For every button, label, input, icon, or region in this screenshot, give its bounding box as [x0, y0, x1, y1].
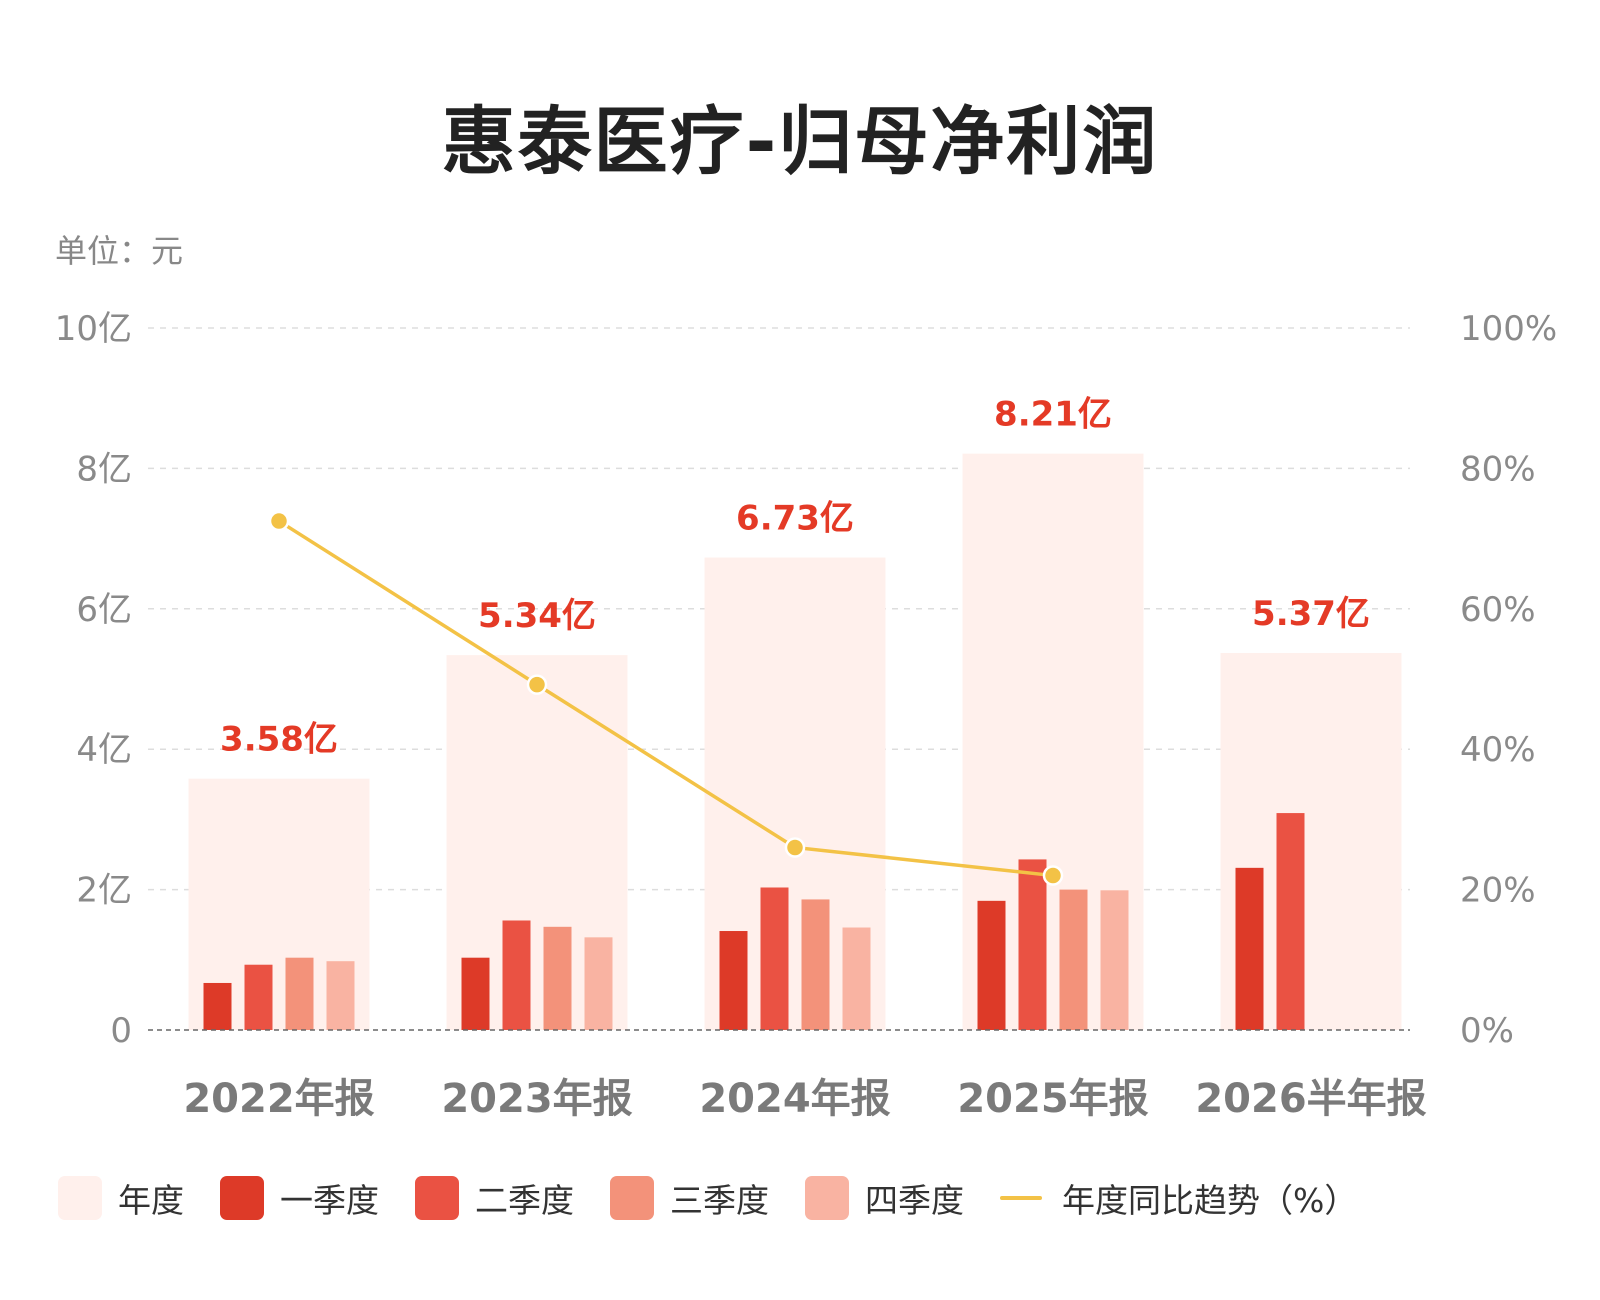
- y-left-tick-label: 4亿: [76, 730, 132, 770]
- x-category-label: 2025年报: [957, 1076, 1148, 1122]
- legend-label: 一季度: [280, 1181, 379, 1220]
- legend-item-q1: 一季度: [220, 1174, 379, 1222]
- quarter-bar-q1: [977, 900, 1006, 1030]
- legend: 年度 一季度 二季度 三季度 四季度 年度同比趋势（%）: [58, 1175, 1393, 1221]
- quarter-bar-q3: [285, 957, 314, 1030]
- legend-item-q2: 二季度: [415, 1174, 574, 1222]
- y-right-tick-label: 20%: [1460, 871, 1536, 911]
- unit-label: 单位：元: [55, 232, 184, 270]
- y-left-tick-label: 0: [110, 1011, 132, 1051]
- legend-swatch: [1000, 1196, 1042, 1200]
- trend-point: [268, 510, 290, 532]
- legend-swatch: [58, 1176, 102, 1220]
- quarter-bar-q4: [584, 937, 613, 1030]
- annual-value-label: 8.21亿: [994, 395, 1112, 435]
- x-category-label: 2023年报: [441, 1076, 632, 1122]
- quarter-bar-q2: [244, 964, 273, 1030]
- legend-label: 四季度: [865, 1181, 964, 1220]
- quarter-bar-q3: [1059, 889, 1088, 1030]
- y-right-tick-label: 100%: [1460, 309, 1557, 349]
- legend-swatch: [610, 1176, 654, 1220]
- legend-label: 年度同比趋势（%）: [1062, 1181, 1358, 1220]
- x-category-label: 2024年报: [699, 1076, 890, 1122]
- quarter-bar-q2: [1018, 859, 1047, 1030]
- annual-value-label: 5.37亿: [1252, 594, 1370, 634]
- quarter-bar-q4: [1100, 890, 1129, 1030]
- legend-label: 三季度: [670, 1181, 769, 1220]
- chart-title: 惠泰医疗-归母净利润: [441, 99, 1159, 185]
- legend-label: 二季度: [475, 1181, 574, 1220]
- y-right-tick-label: 80%: [1460, 449, 1536, 489]
- legend-item-trend: 年度同比趋势（%）: [1000, 1174, 1357, 1222]
- chart-area: 0 2亿 4亿 6亿 8亿 10亿 0% 20% 40% 60% 80% 100% 3.58亿 5.34亿…: [55, 309, 1557, 1122]
- trend-point: [1042, 865, 1064, 886]
- annual-value-label: 6.73亿: [736, 499, 854, 539]
- y-left-tick-label: 2亿: [76, 871, 132, 911]
- quarter-bar-q3: [801, 899, 830, 1030]
- x-category-label: 2022年报: [183, 1076, 374, 1122]
- quarter-bar-q4: [326, 961, 355, 1030]
- y-left-tick-label: 10亿: [55, 309, 132, 349]
- y-right-tick-label: 60%: [1460, 590, 1536, 630]
- legend-swatch: [805, 1176, 849, 1220]
- legend-label: 年度: [118, 1181, 184, 1220]
- legend-item-q4: 四季度: [805, 1174, 964, 1222]
- y-left-tick-label: 8亿: [76, 449, 132, 489]
- quarter-bar-q3: [543, 926, 572, 1030]
- quarter-bar-q4: [842, 927, 871, 1030]
- x-category-label: 2026半年报: [1195, 1076, 1426, 1122]
- trend-point: [784, 837, 806, 858]
- legend-swatch: [415, 1176, 459, 1220]
- y-right-tick-label: 40%: [1460, 730, 1536, 770]
- legend-item-annual: 年度: [58, 1174, 184, 1222]
- trend-point: [526, 674, 548, 695]
- y-left-tick-label: 6亿: [76, 590, 132, 630]
- quarter-bar-q1: [461, 957, 490, 1030]
- annual-value-label: 5.34亿: [478, 596, 596, 636]
- legend-swatch: [220, 1176, 264, 1220]
- annual-value-label: 3.58亿: [220, 720, 338, 760]
- y-right-tick-label: 0%: [1460, 1011, 1514, 1051]
- quarter-bar-q1: [203, 982, 232, 1030]
- trend-line: [278, 519, 1054, 878]
- quarter-bar-q1: [719, 931, 748, 1030]
- quarter-bar-q1: [1235, 867, 1264, 1030]
- quarter-bar-q2: [1276, 813, 1305, 1030]
- legend-item-q3: 三季度: [610, 1174, 769, 1222]
- quarter-bar-q2: [760, 887, 789, 1030]
- quarter-bar-q2: [502, 920, 531, 1030]
